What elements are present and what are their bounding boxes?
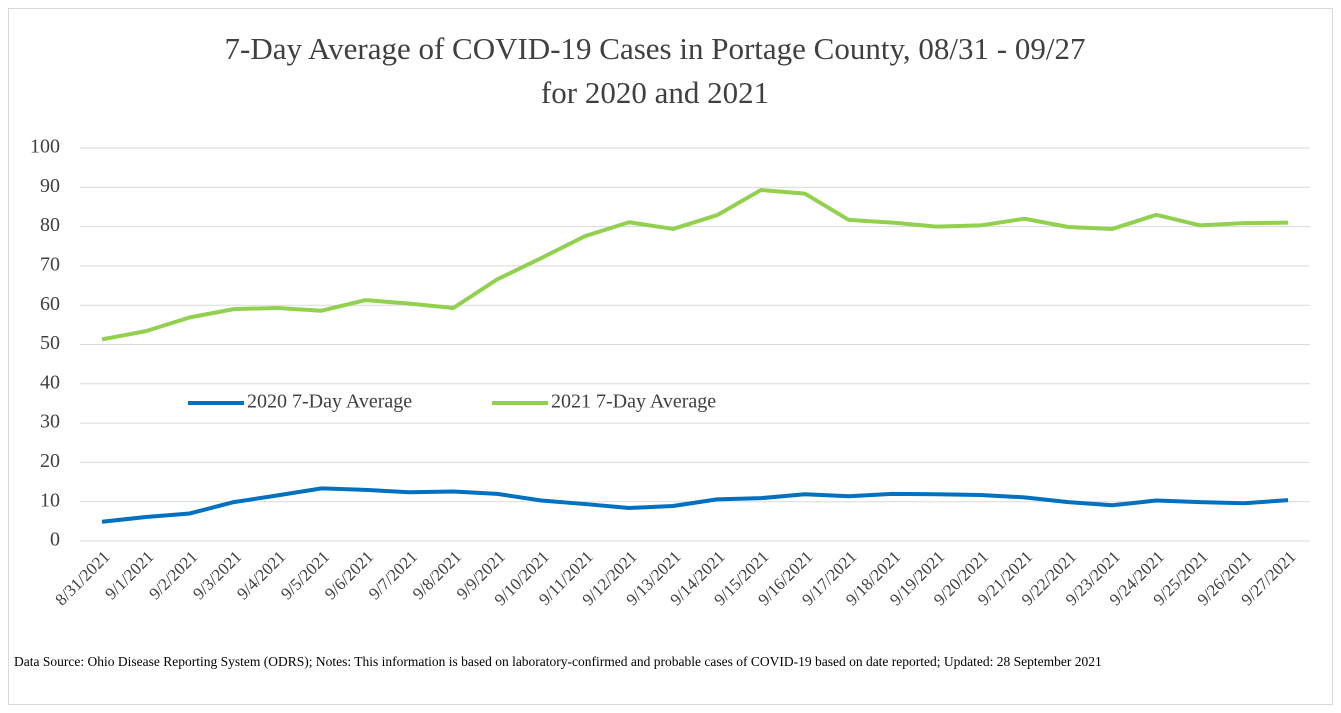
y-tick-label: 0 bbox=[50, 529, 60, 551]
chart-title: for 2020 and 2021 bbox=[541, 75, 769, 110]
chart-title: 7-Day Average of COVID-19 Cases in Porta… bbox=[225, 31, 1086, 66]
y-tick-label: 30 bbox=[40, 411, 60, 433]
y-tick-label: 40 bbox=[40, 371, 60, 393]
legend-label: 2021 7-Day Average bbox=[551, 391, 716, 413]
legend-label: 2020 7-Day Average bbox=[247, 391, 412, 413]
y-tick-label: 50 bbox=[40, 332, 60, 354]
y-tick-label: 90 bbox=[40, 175, 60, 197]
y-tick-label: 20 bbox=[40, 450, 60, 472]
y-tick-label: 70 bbox=[40, 253, 60, 275]
y-tick-label: 10 bbox=[40, 489, 60, 511]
chart-border bbox=[8, 8, 1333, 705]
footnote: Data Source: Ohio Disease Reporting Syst… bbox=[14, 654, 1102, 669]
y-tick-label: 60 bbox=[40, 293, 60, 315]
series-line bbox=[101, 486, 1289, 524]
y-tick-label: 80 bbox=[40, 214, 60, 236]
y-tick-label: 100 bbox=[30, 136, 60, 158]
series-line bbox=[101, 188, 1289, 342]
